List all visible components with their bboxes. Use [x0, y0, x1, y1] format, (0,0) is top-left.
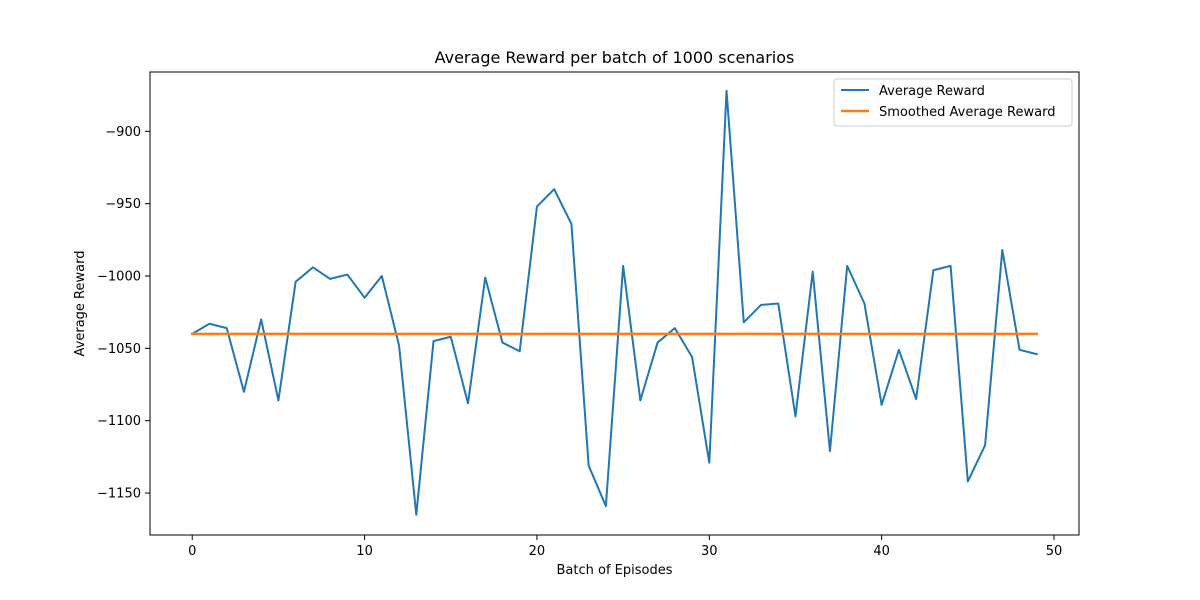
x-tick-label: 40: [873, 544, 890, 559]
plot-area: [190, 89, 1039, 516]
y-axis: −1150 −1100 −1050 −1000 −950 −900: [97, 125, 150, 502]
y-tick-label: −950: [105, 197, 141, 212]
x-tick-label: 30: [701, 544, 718, 559]
y-axis-label: Average Reward: [73, 251, 88, 357]
x-axis-label: Batch of Episodes: [557, 563, 673, 578]
x-tick-label: 50: [1046, 544, 1063, 559]
x-tick-label: 10: [356, 544, 373, 559]
y-tick-label: −900: [105, 125, 141, 140]
legend-label-smoothed-average-reward: Smoothed Average Reward: [879, 105, 1055, 120]
y-tick-label: −1000: [97, 270, 141, 285]
x-tick-label: 0: [188, 544, 196, 559]
y-tick-label: −1100: [97, 414, 141, 429]
y-tick-label: −1050: [97, 342, 141, 357]
legend-label-average-reward: Average Reward: [879, 84, 985, 99]
legend: Average Reward Smoothed Average Reward: [833, 78, 1073, 127]
chart-title: Average Reward per batch of 1000 scenari…: [435, 48, 795, 67]
legend-box: [833, 78, 1073, 127]
x-axis: 0 10 20 30 40 50: [188, 535, 1062, 559]
x-tick-label: 20: [529, 544, 546, 559]
plot-frame: [149, 71, 1080, 536]
y-tick-label: −1150: [97, 487, 141, 502]
series-line-average-reward: [190, 89, 1038, 516]
